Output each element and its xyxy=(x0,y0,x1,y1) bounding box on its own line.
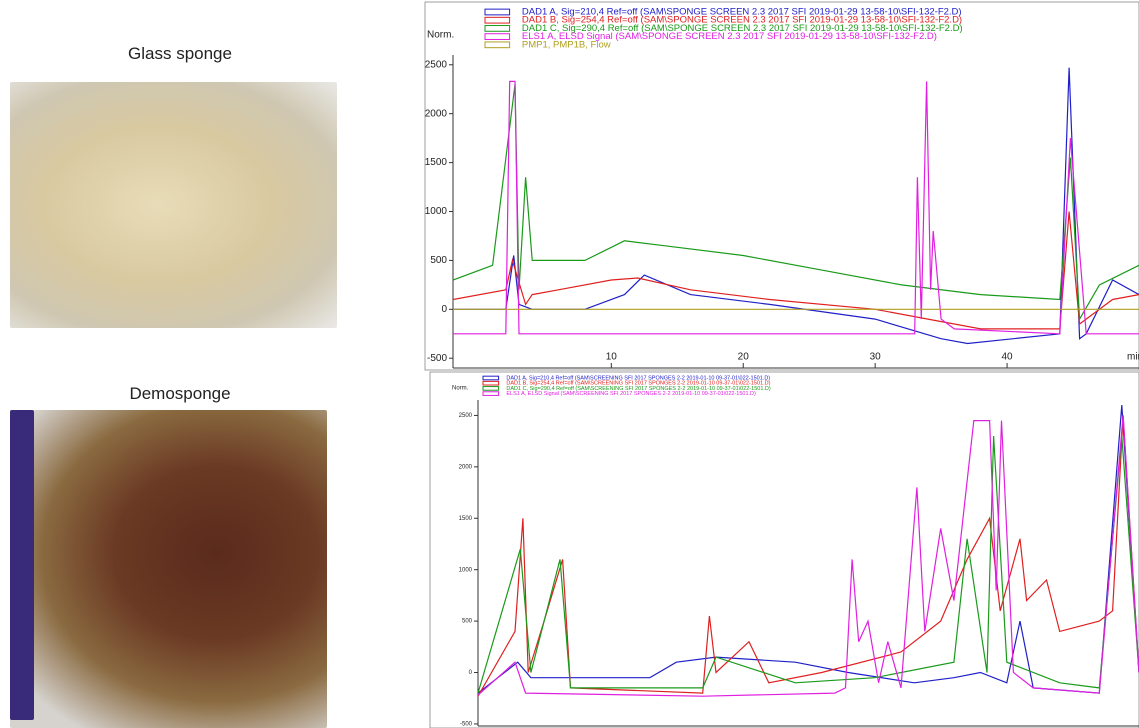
series-line xyxy=(478,415,1139,697)
y-tick-label: 1000 xyxy=(425,206,448,217)
legend-label: DAD1 B, Sig=254,4 Ref=off (SAM\SPONGE SC… xyxy=(522,15,962,26)
series-line xyxy=(453,80,1139,335)
legend-label: DAD1 C, Sig=290,4 Ref=off (SAM\SCREENING… xyxy=(506,386,771,392)
glass-sponge-photo xyxy=(10,82,337,328)
y-axis-label: Norm. xyxy=(452,386,469,392)
y-tick-label: -500 xyxy=(427,353,447,364)
y-tick-label: 500 xyxy=(462,619,473,625)
photo-label: Demosponge xyxy=(129,384,231,403)
y-tick-label: 1000 xyxy=(459,567,473,573)
series-line xyxy=(478,405,1139,694)
legend-swatch xyxy=(482,386,500,391)
y-tick-label: 1500 xyxy=(459,516,473,522)
y-axis-label: Norm. xyxy=(427,30,454,41)
demosponge-photo xyxy=(10,410,327,728)
legend-swatch xyxy=(482,391,500,396)
x-tick-label: 30 xyxy=(870,352,882,363)
legend-swatch xyxy=(482,375,500,381)
legend-swatch xyxy=(484,16,511,24)
legend-label: DAD1 A, Sig=210,4 Ref=off (SAM\SPONGE SC… xyxy=(522,7,962,18)
y-tick-label: 0 xyxy=(441,304,447,315)
x-tick-label: 20 xyxy=(738,352,750,363)
y-tick-label: 0 xyxy=(469,670,473,676)
legend-swatch xyxy=(484,41,511,49)
y-tick-label: 2500 xyxy=(459,413,473,419)
legend-label: ELS1 A, ELSD Signal (SAM\SPONGE SCREEN 2… xyxy=(522,31,937,42)
series-line xyxy=(453,84,1139,322)
legend-swatch xyxy=(484,25,511,32)
x-axis-label: min xyxy=(1127,352,1139,363)
y-tick-label: -500 xyxy=(460,722,473,728)
legend-swatch xyxy=(484,33,511,40)
y-tick-label: 1500 xyxy=(425,157,448,168)
y-tick-label: 2000 xyxy=(425,108,448,119)
legend-label: PMP1, PMP1B, Flow xyxy=(522,39,611,50)
legend-swatch xyxy=(482,380,500,386)
series-line xyxy=(453,211,1139,330)
legend-label: DAD1 B, Sig=254,4 Ref=off (SAM\SCREENING… xyxy=(506,381,770,387)
x-tick-label: 10 xyxy=(606,352,618,363)
y-tick-label: 500 xyxy=(430,255,447,266)
photo-label: Glass sponge xyxy=(128,44,232,63)
legend-label: DAD1 C, Sig=290,4 Ref=off (SAM\SPONGE SC… xyxy=(522,23,963,34)
series-line xyxy=(478,415,1139,697)
series-line xyxy=(478,435,1139,694)
y-tick-label: 2500 xyxy=(425,59,448,70)
legend-label: ELS1 A, ELSD Signal (SAM\SCREENING SFI 2… xyxy=(506,391,756,397)
x-tick-label: 40 xyxy=(1002,352,1014,363)
legend-label: DAD1 A, Sig=210,4 Ref=off (SAM\SCREENING… xyxy=(506,375,770,381)
y-tick-label: 2000 xyxy=(459,464,473,470)
chart-frame xyxy=(424,1,1139,371)
chart-frame xyxy=(429,371,1139,728)
ruler xyxy=(10,410,34,720)
legend-swatch xyxy=(484,8,511,16)
